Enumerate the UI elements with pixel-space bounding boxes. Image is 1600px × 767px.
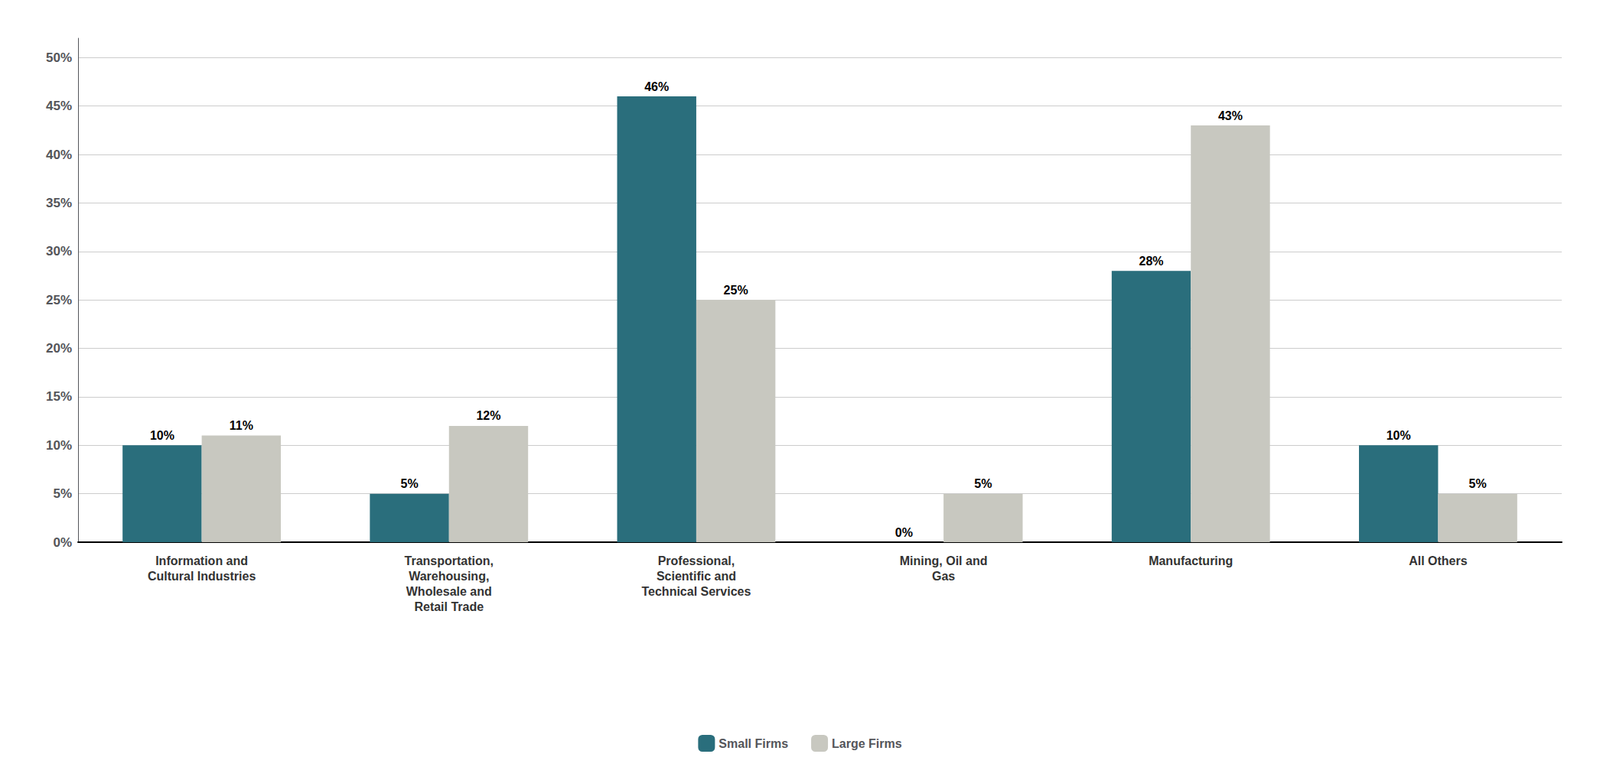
svg-text:All Others: All Others bbox=[1408, 554, 1468, 568]
svg-text:35%: 35% bbox=[45, 195, 72, 211]
svg-text:Professional,: Professional, bbox=[658, 554, 735, 568]
svg-text:45%: 45% bbox=[45, 98, 72, 114]
svg-text:5%: 5% bbox=[400, 477, 419, 491]
svg-text:0%: 0% bbox=[52, 535, 72, 551]
svg-text:Wholesale and: Wholesale and bbox=[406, 585, 493, 599]
svg-text:Large Firms: Large Firms bbox=[831, 737, 903, 751]
svg-text:46%: 46% bbox=[644, 80, 669, 94]
svg-text:25%: 25% bbox=[45, 293, 72, 308]
svg-text:30%: 30% bbox=[45, 244, 72, 259]
svg-text:5%: 5% bbox=[52, 486, 72, 502]
svg-text:11%: 11% bbox=[229, 419, 254, 433]
svg-text:Manufacturing: Manufacturing bbox=[1148, 554, 1233, 568]
svg-text:43%: 43% bbox=[1218, 109, 1243, 123]
svg-text:Retail Trade: Retail Trade bbox=[413, 600, 484, 614]
svg-text:Cultural Industries: Cultural Industries bbox=[147, 570, 256, 584]
svg-text:12%: 12% bbox=[475, 409, 501, 423]
svg-text:Scientific and: Scientific and bbox=[656, 570, 737, 584]
svg-text:Gas: Gas bbox=[931, 570, 955, 584]
svg-text:Information and: Information and bbox=[155, 554, 248, 568]
svg-text:15%: 15% bbox=[45, 389, 72, 405]
svg-text:10%: 10% bbox=[1386, 429, 1411, 443]
svg-text:Small Firms: Small Firms bbox=[718, 737, 789, 751]
svg-text:0%: 0% bbox=[895, 526, 913, 540]
svg-text:5%: 5% bbox=[1469, 477, 1487, 491]
svg-text:Transportation,: Transportation, bbox=[404, 554, 494, 568]
svg-text:Technical Services: Technical Services bbox=[641, 585, 751, 599]
svg-text:50%: 50% bbox=[45, 50, 72, 66]
svg-text:Mining, Oil and: Mining, Oil and bbox=[899, 554, 988, 568]
svg-text:20%: 20% bbox=[45, 341, 72, 356]
svg-text:28%: 28% bbox=[1139, 254, 1164, 268]
svg-text:5%: 5% bbox=[974, 477, 992, 491]
svg-text:10%: 10% bbox=[45, 438, 72, 453]
svg-text:Warehousing,: Warehousing, bbox=[408, 570, 489, 584]
svg-text:25%: 25% bbox=[723, 283, 749, 297]
svg-text:10%: 10% bbox=[149, 429, 175, 443]
svg-text:40%: 40% bbox=[45, 147, 72, 163]
